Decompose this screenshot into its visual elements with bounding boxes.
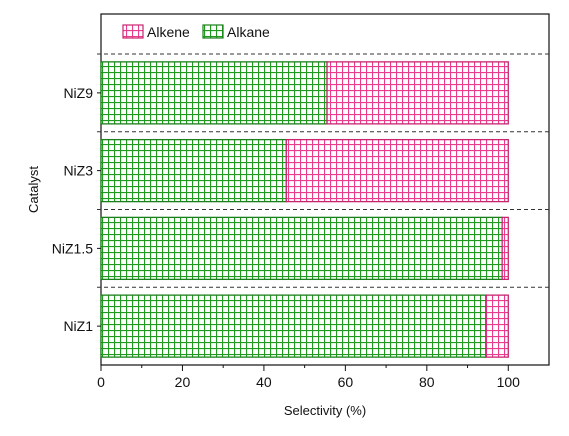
y-tick-label: NiZ9 bbox=[63, 85, 93, 101]
y-axis-title: Catalyst bbox=[26, 166, 41, 213]
legend-swatch-alkene bbox=[122, 24, 144, 39]
bar-alkane-niz9 bbox=[100, 61, 328, 125]
bar-alkene-niz1-5 bbox=[501, 216, 509, 281]
x-tick-label: 20 bbox=[175, 374, 191, 390]
legend-swatch-alkane bbox=[202, 24, 224, 39]
y-tick-label: NiZ3 bbox=[63, 163, 93, 179]
legend-label-alkane: Alkane bbox=[227, 24, 270, 40]
x-axis-title: Selectivity (%) bbox=[284, 403, 366, 418]
bar-alkene-niz3 bbox=[285, 138, 509, 203]
x-tick-label: 100 bbox=[497, 374, 521, 390]
x-tick-label: 80 bbox=[419, 374, 435, 390]
x-tick-label: 60 bbox=[338, 374, 354, 390]
x-tick-label: 0 bbox=[97, 374, 105, 390]
x-tick-label: 40 bbox=[256, 374, 272, 390]
bar-alkene-niz9 bbox=[326, 61, 509, 125]
bar-alkene-niz1 bbox=[485, 294, 509, 358]
bar-alkane-niz1-5 bbox=[100, 216, 503, 281]
y-tick-label: NiZ1.5 bbox=[52, 240, 93, 256]
bar-alkane-niz3 bbox=[100, 138, 287, 203]
legend-label-alkene: Alkene bbox=[147, 24, 190, 40]
bar-alkane-niz1 bbox=[100, 294, 487, 358]
y-tick-label: NiZ1 bbox=[63, 318, 93, 334]
